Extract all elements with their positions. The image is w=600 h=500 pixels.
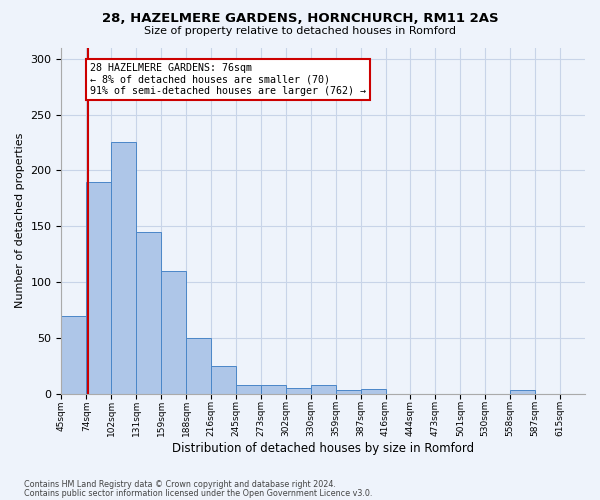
Bar (510, 390, 535, 394)
Text: 28 HAZELMERE GARDENS: 76sqm
← 8% of detached houses are smaller (70)
91% of semi: 28 HAZELMERE GARDENS: 76sqm ← 8% of deta… (90, 63, 366, 96)
Bar (335, 390, 361, 394)
Bar (261, 385, 286, 394)
Bar (136, 232, 161, 394)
Bar (111, 142, 136, 394)
Bar (161, 271, 186, 394)
Y-axis label: Number of detached properties: Number of detached properties (15, 133, 25, 308)
Bar (361, 390, 386, 394)
Bar (286, 388, 311, 394)
Text: Contains HM Land Registry data © Crown copyright and database right 2024.: Contains HM Land Registry data © Crown c… (24, 480, 336, 489)
Bar (211, 366, 236, 394)
Text: Size of property relative to detached houses in Romford: Size of property relative to detached ho… (144, 26, 456, 36)
Bar (236, 385, 261, 394)
Bar (86, 182, 111, 394)
Text: Contains public sector information licensed under the Open Government Licence v3: Contains public sector information licen… (24, 489, 373, 498)
Bar (311, 385, 335, 394)
Text: 28, HAZELMERE GARDENS, HORNCHURCH, RM11 2AS: 28, HAZELMERE GARDENS, HORNCHURCH, RM11 … (101, 12, 499, 26)
Bar (61, 316, 86, 394)
X-axis label: Distribution of detached houses by size in Romford: Distribution of detached houses by size … (172, 442, 474, 455)
Bar (186, 338, 211, 394)
